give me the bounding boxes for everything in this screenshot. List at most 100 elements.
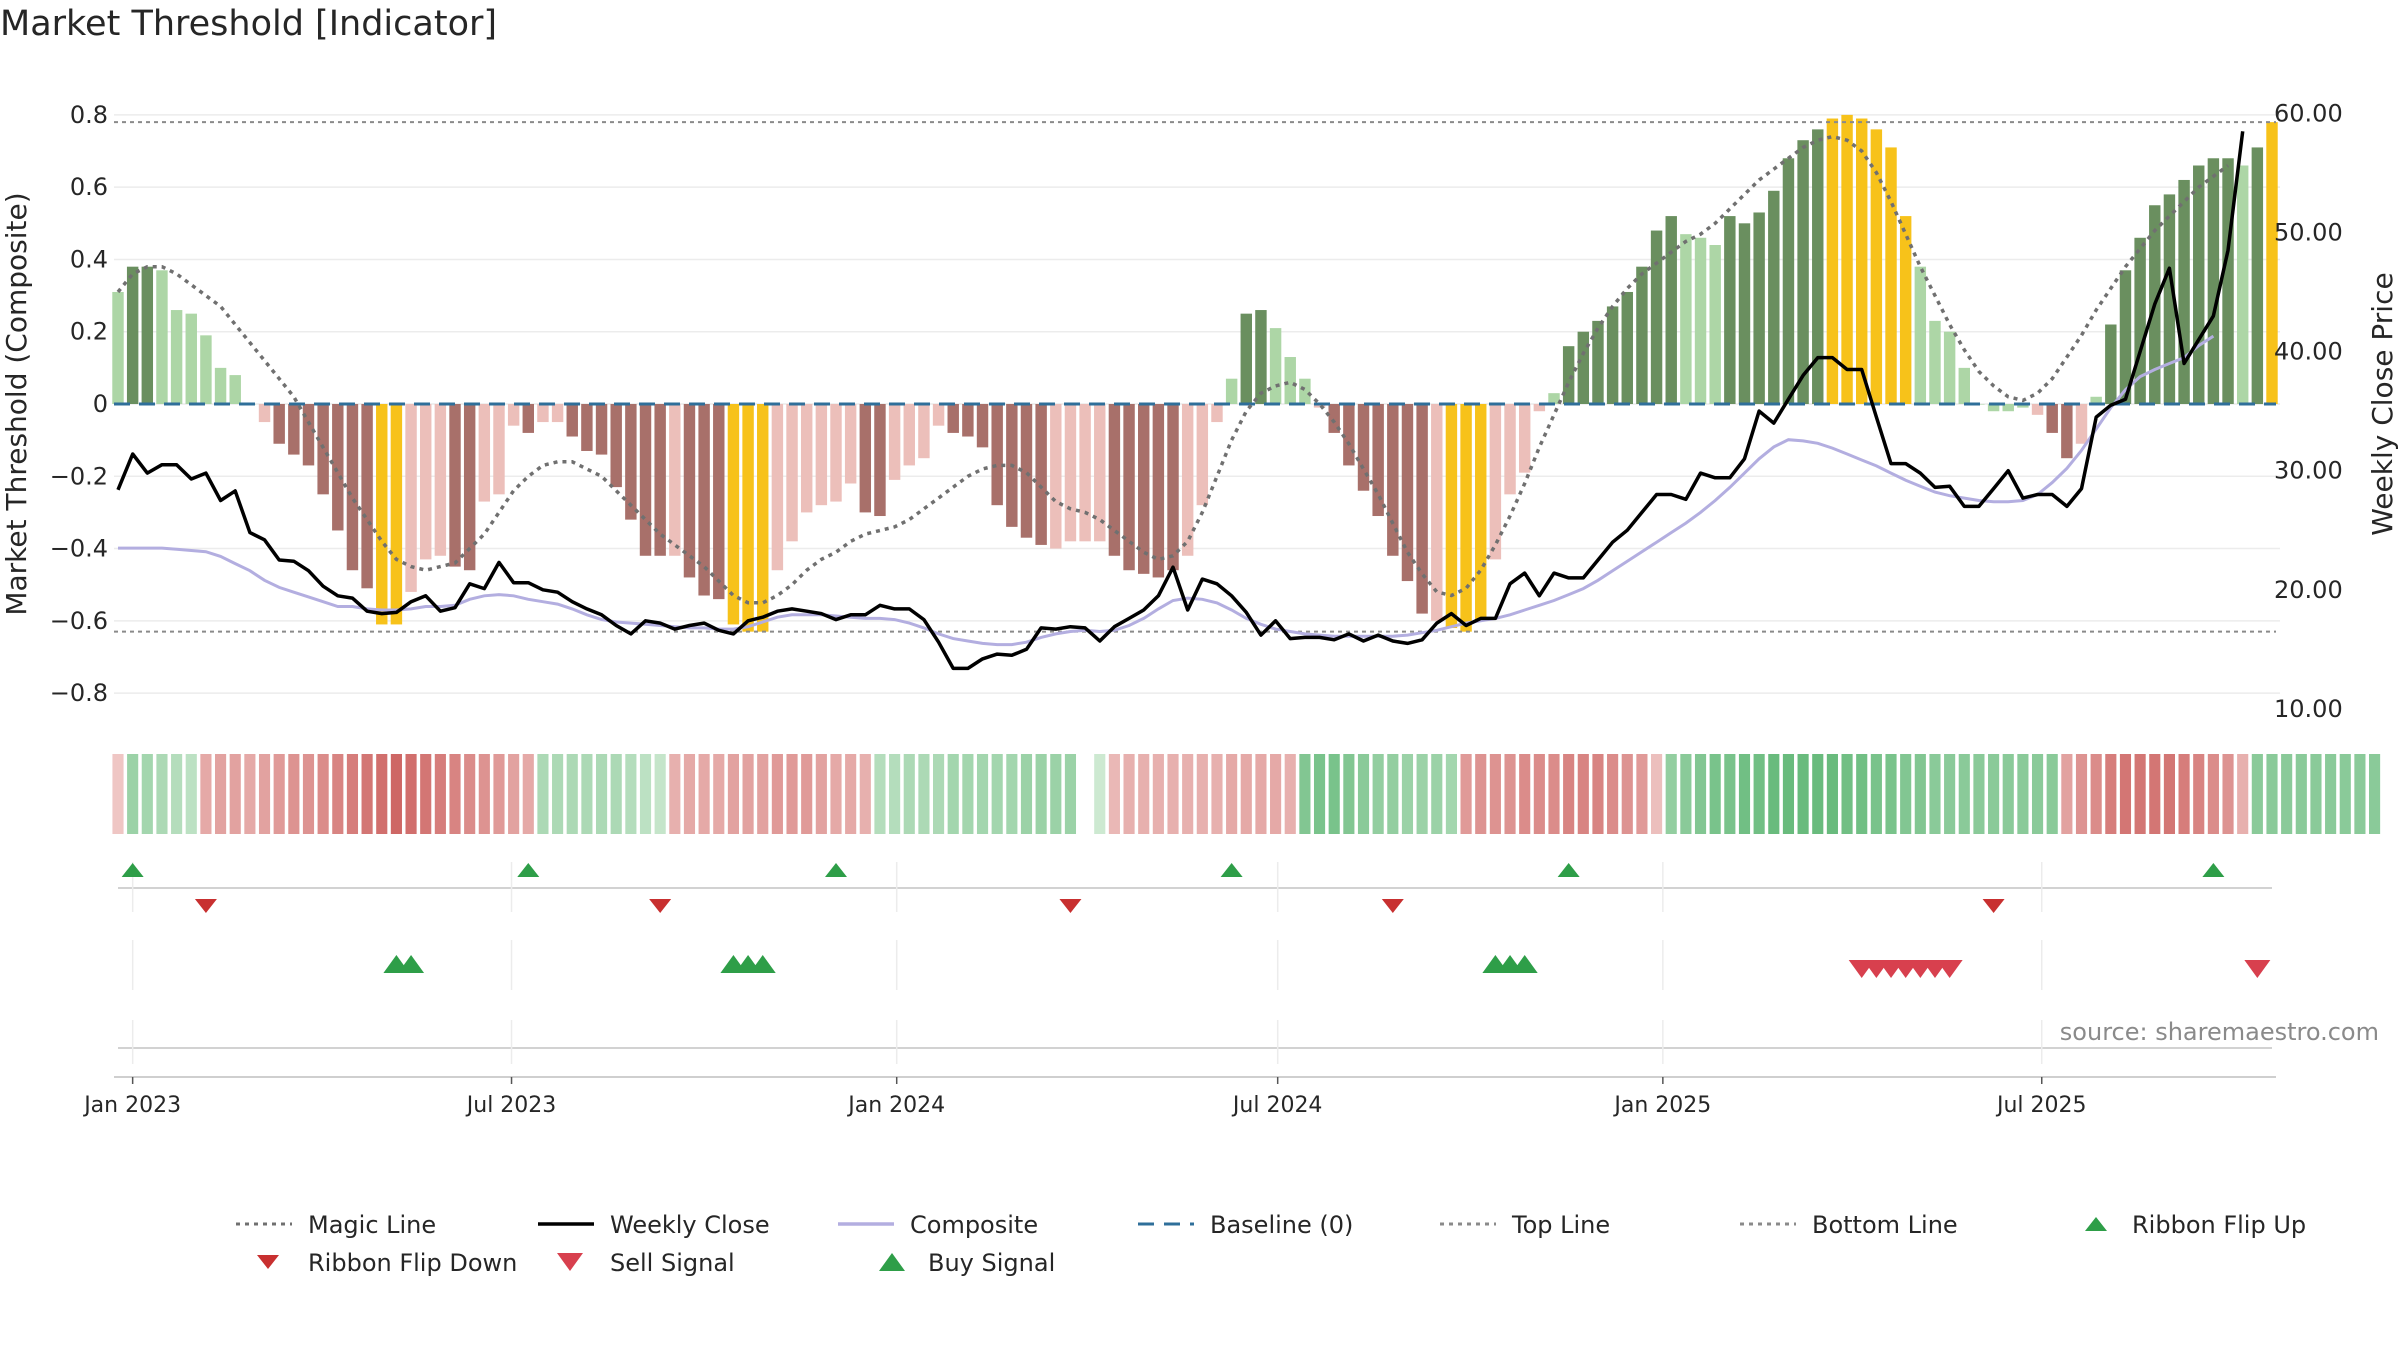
ribbon-cell [2339,754,2351,834]
composite-bar [786,404,798,542]
ribbon-cell [1826,754,1838,834]
ribbon-cell [566,754,578,834]
composite-bar [1167,404,1179,571]
ribbon-cell [1343,754,1355,834]
composite-bar [1914,266,1927,404]
y2-axis-title: Weekly Close Price [2366,272,2399,535]
legend: Magic Line Weekly Close Composite Baseline … [236,1211,2306,1277]
composite-bar [566,404,578,437]
composite-bar [757,404,769,632]
ribbon-cell [1724,754,1736,834]
legend-swatch-marker [557,1253,583,1271]
ribbon-cell [229,754,241,834]
axes: −0.8 −0.6 −0.4 −0.2 0 0.2 0.4 0.6 0.8 10.00 20.00 3… [0,99,2399,723]
composite-bar [1753,212,1765,404]
ribbon-cell [112,754,124,834]
ribbon-cell [1020,754,1033,834]
composite-bar [258,404,271,423]
ribbon-cell [2251,754,2263,834]
ribbon-cell [1900,754,1912,834]
composite-bar [742,404,754,632]
ribbon-cell [1357,754,1370,834]
ribbon-cell [537,754,549,834]
composite-bar [844,404,857,484]
ribbon-cell [1226,754,1238,834]
ribbon-cell [1387,754,1399,834]
ribbon-cell [669,754,681,834]
ribbon-cell [1152,754,1164,834]
ribbon-cell [1372,754,1384,834]
y-tick-label: 0.4 [70,245,108,273]
composite-bar [1372,404,1384,517]
ribbon-cell [1665,754,1677,834]
composite-bar [361,404,373,589]
composite-bar [1035,404,1047,545]
ribbon-cell [2134,754,2146,834]
ribbon-cell [346,754,359,834]
ribbon-flip-up-marker [825,863,847,877]
y-axis-title: Market Threshold (Composite) [0,192,33,615]
ribbon-cell [1123,754,1135,834]
composite-bar [581,404,593,451]
composite-bar [874,404,886,517]
ribbon-cell [2031,754,2044,834]
ribbon-cell [200,754,212,834]
y-tick-label: 0.6 [70,173,108,201]
legend-swatch-marker [879,1253,905,1271]
composite-bar [551,404,564,423]
ribbon-cell [2017,754,2029,834]
ribbon-cell [1885,754,1897,834]
composite-bar [1050,404,1062,549]
composite-bar [2119,270,2132,404]
ribbon-cell [478,754,490,834]
ribbon-cell [258,754,271,834]
ribbon-cell [683,754,696,834]
ribbon-cell [1519,754,1531,834]
ribbon-cell [2193,754,2205,834]
composite-bar [698,404,710,596]
ribbon-cell [1636,754,1648,834]
composite-bar [2236,165,2249,404]
composite-bar [1885,147,1897,404]
composite-bar [1694,237,1707,404]
ribbon-cell [1944,754,1956,834]
composite-bar [288,404,300,455]
composite-bar [522,404,535,433]
ribbon-cell [1006,754,1018,834]
date-tick-label: Jan 2024 [846,1093,945,1118]
legend-label: Magic Line [308,1211,436,1239]
ribbon-cell [1035,754,1047,834]
ribbon-flip-down-marker [1381,899,1404,913]
composite-bar [1094,404,1106,542]
composite-bar [713,404,725,600]
composite-bar [346,404,359,571]
ribbon-cell [1914,754,1926,834]
ribbon-cell [639,754,652,834]
composite-bar [669,404,681,556]
composite-bar [478,404,491,502]
composite-bar [1518,404,1531,473]
composite-bar [1562,346,1575,404]
composite-bar [493,404,505,495]
composite-bar [1475,404,1487,621]
composite-bar [1533,404,1546,412]
composite-bar [273,404,285,444]
composite-bar [800,404,813,513]
ribbon-cell [1138,754,1150,834]
ribbon-cell [1577,754,1589,834]
composite-bar [610,404,622,488]
ribbon-cell [405,754,417,834]
composite-bar [683,404,696,578]
ribbon-cell [1299,754,1311,834]
y2-tick-label: 20.00 [2274,576,2343,604]
ribbon-cell [390,754,402,834]
chart-title: Market Threshold [Indicator] [0,4,498,44]
composite-bar [1108,404,1121,556]
composite-bar [141,266,154,404]
ribbon-cell [713,754,725,834]
y2-tick-label: 30.00 [2274,457,2343,485]
composite-bar [815,404,828,506]
composite-bar [1269,328,1282,404]
composite-bar [2251,147,2264,404]
ribbon-cell [215,754,227,834]
